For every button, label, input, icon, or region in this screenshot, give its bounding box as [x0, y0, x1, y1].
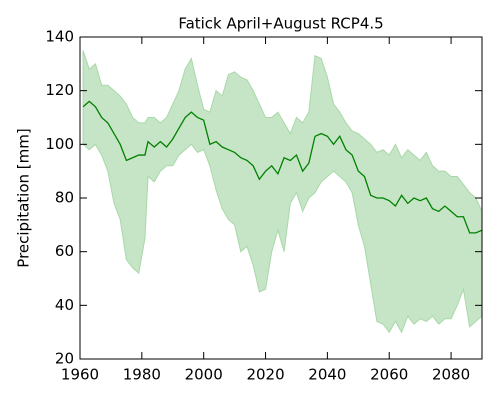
y-tick-label: 60 [55, 242, 74, 260]
x-tick-label: 2020 [246, 366, 284, 384]
y-tick-label: 140 [45, 28, 74, 46]
y-tick-label: 120 [45, 81, 74, 99]
chart-title: Fatick April+August RCP4.5 [178, 15, 383, 33]
y-tick-label: 100 [45, 135, 74, 153]
x-tick-label: 2000 [185, 366, 223, 384]
range-band [82, 50, 483, 334]
y-tick-label: 40 [55, 296, 74, 314]
x-tick-label: 2060 [370, 366, 408, 384]
x-tick-label: 2080 [432, 366, 470, 384]
x-tick-label: 1960 [61, 366, 99, 384]
mean-line [82, 100, 483, 234]
x-tick-label: 1980 [123, 366, 161, 384]
x-tick-label: 2040 [308, 366, 346, 384]
y-tick-label: 20 [55, 350, 74, 368]
y-axis-label: Precipitation [mm] [15, 128, 33, 267]
y-tick-label: 80 [55, 189, 74, 207]
